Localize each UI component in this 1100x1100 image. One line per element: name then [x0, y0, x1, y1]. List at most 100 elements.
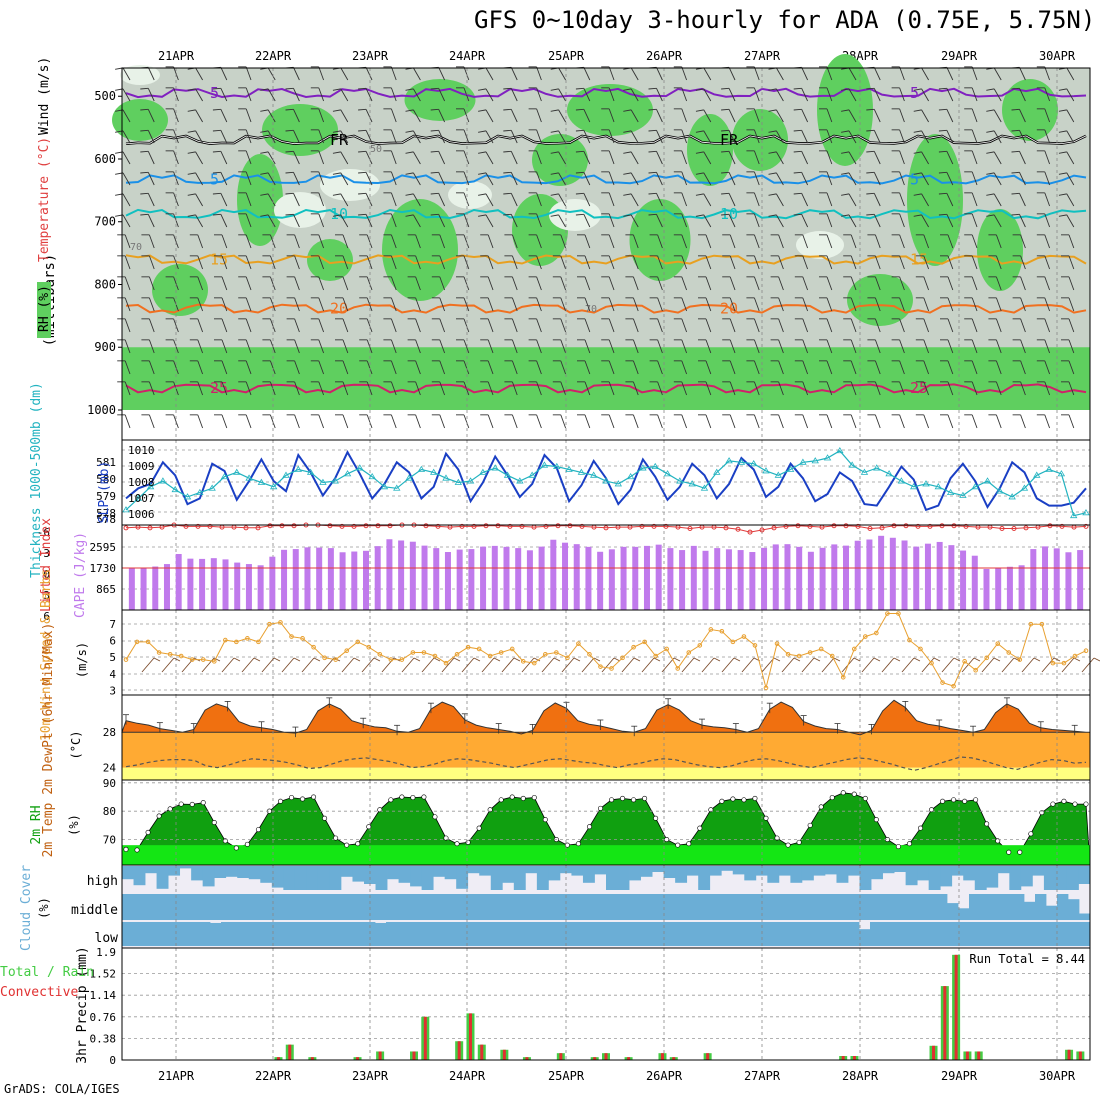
upper-wind-barb: [971, 108, 978, 123]
upper-wind-barb: [850, 381, 857, 396]
upper-wind-barb: [245, 255, 252, 270]
upper-wind-barb: [122, 67, 131, 81]
cloud-bar-high: [940, 866, 953, 887]
cape-bar: [913, 546, 920, 610]
upper-wind-barb: [358, 129, 367, 132]
upper-wind-barb: [1068, 276, 1075, 291]
upper-wind-barb: [318, 360, 325, 375]
upper-wind-barb: [1044, 276, 1051, 291]
wind-speed-marker: [796, 653, 802, 659]
upper-wind-barb: [1068, 318, 1075, 333]
upper-wind-barb: [503, 171, 512, 174]
upper-wind-barb: [558, 214, 566, 228]
upper-wind-barb: [1044, 192, 1051, 207]
upper-wind-barb: [986, 193, 995, 196]
upper-wind-barb: [1011, 213, 1020, 216]
upper-wind-barb: [485, 88, 494, 102]
cloud-bar-middle: [254, 894, 266, 920]
cloud-bar-high: [559, 866, 572, 874]
upper-wind-barb: [318, 192, 325, 207]
cape-bar: [796, 546, 803, 610]
lifted-index-marker: [939, 523, 945, 529]
surface-wind-barb: [653, 657, 661, 662]
upper-wind-barb: [503, 213, 512, 216]
cloud-bar-middle: [738, 894, 750, 920]
upper-wind-barb: [705, 297, 712, 312]
surface-wind-barb: [313, 657, 321, 662]
upper-wind-barb: [793, 129, 802, 132]
rh2m-lower-fill: [122, 845, 1090, 865]
upper-wind-barb: [776, 172, 784, 186]
cloud-bar-low: [1002, 922, 1014, 946]
cloud-bar-low: [584, 922, 596, 946]
surface-wind-barb: [321, 657, 335, 673]
precip-convective-bar: [457, 1041, 461, 1060]
bottom-date-label: 21APR: [158, 1069, 195, 1083]
wind-speed-marker: [355, 639, 361, 645]
upper-wind-barb: [221, 297, 228, 312]
surface-wind-barb: [433, 657, 441, 662]
upper-wind-barb: [656, 193, 663, 207]
upper-wind-barb: [753, 192, 760, 207]
lifted-index-marker: [1011, 526, 1017, 532]
surface-wind-barb: [173, 657, 181, 662]
upper-wind-barb: [536, 129, 542, 144]
upper-wind-barb: [778, 318, 784, 333]
upper-wind-barb: [560, 381, 567, 396]
rh2m-axis-label: 2m RH: [29, 805, 44, 844]
cloud-bar-low: [914, 922, 926, 946]
upper-wind-barb: [463, 150, 470, 165]
upper-wind-barb: [1020, 276, 1026, 291]
rh-humid-patch: [629, 199, 691, 281]
upper-ytick-label: 500: [94, 89, 116, 103]
upper-wind-barb: [995, 255, 1002, 270]
upper-wind-barb: [947, 360, 954, 375]
wind-speed-marker: [631, 644, 636, 650]
lifted-index-marker: [963, 523, 969, 529]
upper-wind-barb: [294, 414, 300, 429]
rh-humid-patch: [307, 239, 353, 281]
upper-wind-barb: [657, 276, 663, 291]
thickness-tick-label: 578: [96, 513, 116, 526]
cloud-bar-low: [254, 922, 266, 946]
upper-wind-barb: [318, 213, 325, 228]
upper-wind-barb: [721, 150, 730, 153]
cloud-bar-high: [433, 866, 446, 877]
upper-wind-barb: [753, 213, 760, 228]
upper-wind-barb: [173, 192, 179, 207]
rh-humid-patch: [1002, 79, 1058, 141]
upper-wind-barb: [560, 297, 567, 312]
upper-wind-barb: [866, 129, 875, 132]
rh2m-marker: [575, 841, 581, 847]
upper-wind-barb: [705, 360, 712, 375]
upper-wind-barb: [478, 151, 487, 154]
upper-wind-barb: [947, 276, 954, 291]
upper-wind-barb: [657, 318, 663, 333]
thickness-marker: [331, 477, 339, 484]
cape-bar: [187, 558, 194, 610]
upper-wind-barb: [899, 66, 905, 81]
upper-wind-barb: [558, 67, 566, 81]
upper-wind-barb: [753, 255, 760, 270]
thickness-marker: [651, 462, 659, 470]
surface-wind-barb: [881, 657, 895, 673]
upper-wind-barb: [608, 234, 615, 249]
wind-speed-marker: [675, 666, 681, 671]
wind-speed-marker: [167, 651, 173, 657]
upper-wind-barb: [260, 214, 269, 217]
surface-wind-barb: [533, 657, 541, 662]
upper-wind-barb: [220, 88, 228, 102]
upper-wind-barb: [971, 150, 978, 165]
thickness-marker: [602, 477, 610, 484]
cape-bar: [1077, 550, 1084, 610]
cloud-bar-middle: [166, 894, 178, 920]
upper-wind-barb: [923, 339, 930, 354]
upper-wind-barb: [826, 234, 833, 249]
upper-wind-barb: [695, 88, 704, 91]
cloud-bar-low: [430, 922, 442, 946]
upper-wind-barb: [1044, 297, 1051, 312]
cloud-bar-middle: [276, 894, 288, 920]
upper-wind-barb: [801, 214, 809, 228]
upper-wind-barb: [365, 109, 373, 123]
